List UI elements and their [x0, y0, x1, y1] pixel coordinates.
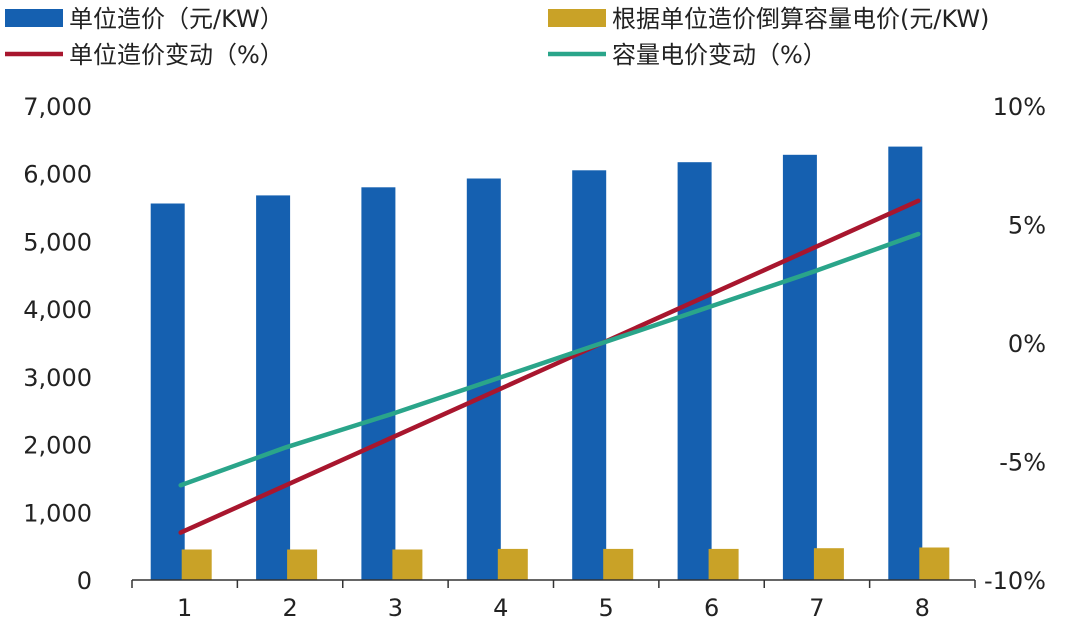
bars: [150, 146, 950, 581]
x-tick-label: 6: [704, 594, 719, 622]
legend-label-1: 根据单位造价倒算容量电价(元/KW): [612, 5, 989, 33]
bar-unit-cost-5: [572, 170, 607, 581]
left-tick-label: 7,000: [23, 93, 92, 121]
legend-label-2: 单位造价变动（%）: [69, 41, 284, 69]
bar-capacity-price-4: [497, 548, 528, 580]
axes: 1 2 3 4 5 6 7 8 0 1,000 2,000 3,000 4,000 5,000 6,000 7…: [23, 93, 1046, 622]
legend-label-3: 容量电价变动（%）: [612, 41, 827, 69]
lines: [178, 198, 921, 535]
right-tick-label: -5%: [999, 449, 1046, 477]
left-tick-label: 3,000: [23, 364, 92, 392]
line-capacity-price-change: [178, 231, 921, 488]
x-tick-label: 1: [177, 594, 192, 622]
x-tick-label: 8: [915, 594, 930, 622]
right-tick-label: -10%: [984, 567, 1046, 595]
bar-capacity-price-8: [919, 547, 950, 580]
left-tick-label: 5,000: [23, 228, 92, 256]
bar-capacity-price-2: [287, 549, 318, 580]
x-tick-label: 5: [599, 594, 614, 622]
right-tick-label: 0%: [1008, 330, 1046, 358]
bar-capacity-price-7: [813, 548, 844, 580]
left-tick-label: 6,000: [23, 161, 92, 189]
bar-capacity-price-6: [708, 548, 739, 580]
legend-label-0: 单位造价（元/KW）: [69, 5, 284, 33]
bar-unit-cost-2: [256, 195, 291, 580]
bar-capacity-price-3: [392, 549, 423, 580]
left-tick-label: 2,000: [23, 432, 92, 460]
right-tick-label: 5%: [1008, 212, 1046, 240]
bar-unit-cost-8: [888, 146, 923, 580]
x-tick-label: 4: [493, 594, 508, 622]
x-tick-label: 7: [809, 594, 824, 622]
legend: 单位造价（元/KW） 根据单位造价倒算容量电价(元/KW) 单位造价变动（%） 容量电…: [5, 5, 989, 69]
legend-swatch-0: [5, 9, 63, 27]
x-tick-label: 3: [388, 594, 403, 622]
x-tick-label: 2: [282, 594, 297, 622]
line-unit-cost-change: [178, 198, 921, 535]
left-tick-label: 1,000: [23, 499, 92, 527]
bar-unit-cost-3: [361, 187, 396, 581]
right-tick-label: 10%: [993, 93, 1046, 121]
bar-capacity-price-1: [181, 549, 212, 580]
bar-unit-cost-6: [677, 162, 712, 580]
bar-unit-cost-1: [150, 203, 185, 580]
legend-swatch-1: [548, 9, 606, 27]
left-tick-label: 0: [77, 567, 92, 595]
left-tick-label: 4,000: [23, 296, 92, 324]
bar-capacity-price-5: [603, 548, 634, 580]
bar-unit-cost-7: [782, 154, 817, 581]
